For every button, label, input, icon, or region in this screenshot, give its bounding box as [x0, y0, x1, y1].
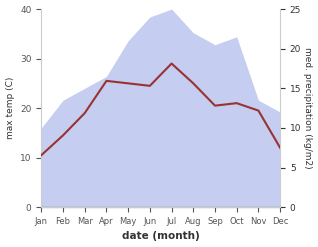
X-axis label: date (month): date (month)	[122, 231, 200, 242]
Y-axis label: med. precipitation (kg/m2): med. precipitation (kg/m2)	[303, 47, 313, 169]
Y-axis label: max temp (C): max temp (C)	[5, 77, 15, 139]
